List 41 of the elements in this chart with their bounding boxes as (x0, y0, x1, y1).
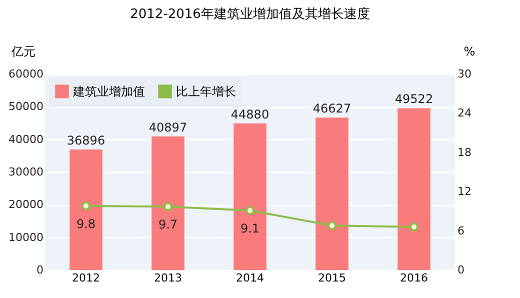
data-label: 49522 (394, 92, 434, 106)
y2-tick-label: 12 (458, 185, 472, 198)
x-tick-label: 2013 (154, 272, 182, 284)
data-label: 46627 (312, 102, 352, 116)
bar (398, 108, 430, 270)
y-tick-label: 20000 (8, 198, 44, 212)
y2-tick-label: 18 (458, 146, 472, 159)
data-label: 36896 (66, 133, 106, 148)
point (245, 206, 255, 216)
point (327, 221, 337, 230)
data-label: 9.8 (76, 216, 96, 231)
y-tick-label: 0 (36, 264, 44, 276)
y2-tick-label: 30 (458, 68, 472, 80)
x-tick-label: 2015 (318, 272, 346, 284)
point (163, 202, 173, 212)
bar (234, 123, 266, 270)
legend-label: 建筑业增加值 (72, 84, 145, 98)
legend-label: 比上年增长 (176, 84, 236, 98)
x-tick-label: 2014 (236, 272, 264, 284)
y2-tick-label: 0 (458, 264, 464, 276)
y-axis-title: 亿元 (10, 44, 36, 58)
bar (70, 149, 102, 270)
chart-title: 2012-2016年建筑业增加值及其增长速度 (130, 6, 370, 22)
x-tick-label: 2012 (72, 272, 100, 284)
y2-tick-label: 6 (458, 224, 464, 238)
y2-tick-label: 24 (458, 106, 472, 120)
point (409, 222, 419, 232)
data-label: 9.7 (158, 218, 178, 232)
y-tick-label: 60000 (8, 68, 44, 80)
data-label: 9.1 (240, 222, 260, 236)
data-label: 44880 (230, 107, 270, 122)
bar (152, 136, 184, 270)
data-label: 40897 (148, 120, 188, 134)
y-tick-label: 40000 (8, 132, 44, 146)
x-tick-label: 2016 (400, 272, 428, 284)
y-tick-label: 10000 (8, 230, 44, 244)
y-tick-label: 30000 (8, 166, 44, 178)
y-tick-label: 50000 (8, 100, 44, 114)
bar (316, 118, 348, 270)
point (81, 201, 91, 210)
y2-axis-title: % (464, 44, 476, 58)
